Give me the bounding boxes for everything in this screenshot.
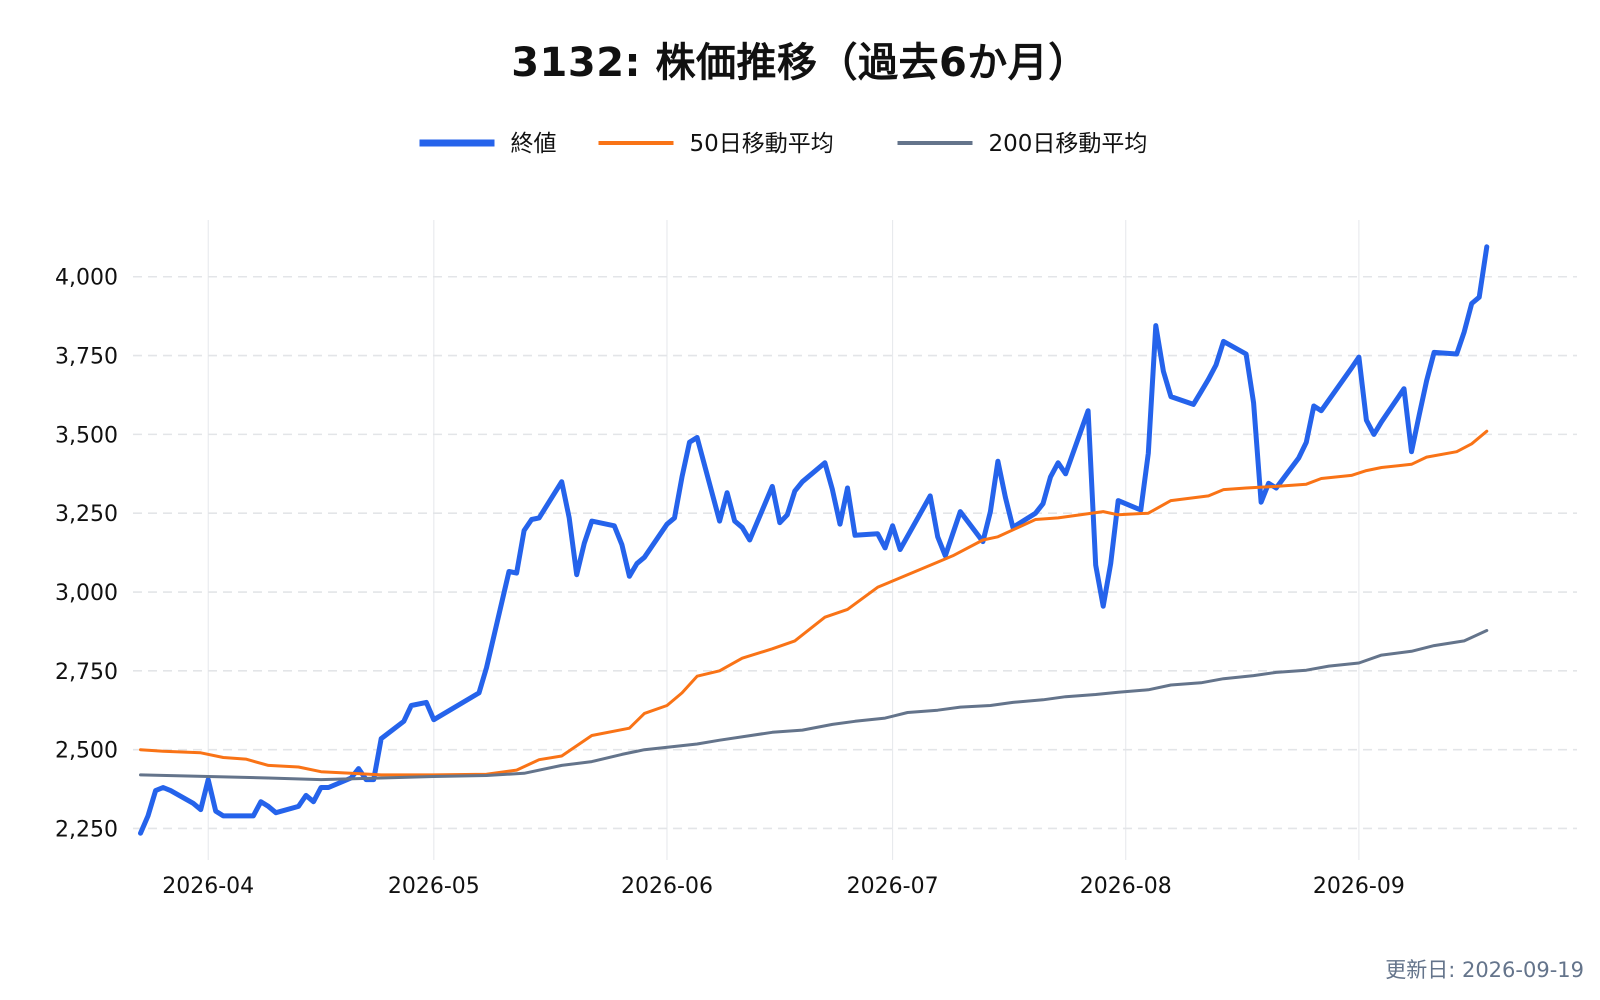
series-line-2 — [139, 629, 1489, 782]
y-tick-label: 4,000 — [55, 266, 118, 291]
x-tick-label: 2026-06 — [621, 874, 713, 899]
y-tick-label: 3,000 — [55, 581, 118, 606]
grid-layer — [133, 220, 1577, 860]
series-line-1 — [139, 429, 1489, 777]
x-tick-label: 2026-05 — [388, 874, 480, 899]
x-tick-label: 2026-08 — [1080, 874, 1172, 899]
legend-label-1: 50日移動平均 — [690, 131, 834, 157]
y-tick-label: 2,250 — [55, 817, 118, 842]
y-tick-label: 3,750 — [55, 345, 118, 370]
chart-title: 3132: 株価推移（過去6か月） — [511, 40, 1089, 86]
y-tick-label: 3,250 — [55, 502, 118, 527]
y-tick-label: 2,500 — [55, 739, 118, 764]
y-tick-label: 3,500 — [55, 423, 118, 448]
legend-label-0: 終値 — [511, 131, 557, 157]
x-tick-label: 2026-04 — [162, 874, 254, 899]
x-tick-label: 2026-07 — [847, 874, 939, 899]
legend-label-2: 200日移動平均 — [989, 131, 1148, 157]
series-line-0 — [138, 244, 1490, 836]
y-tick-label: 2,750 — [55, 660, 118, 685]
x-tick-label: 2026-09 — [1313, 874, 1405, 899]
legend: 終値 50日移動平均 200日移動平均 — [419, 131, 1148, 157]
series-layer — [138, 244, 1490, 836]
update-date: 更新日: 2026-09-19 — [1385, 958, 1584, 982]
axis-layer: 2026-04 2026-05 2026-06 2026-07 2026-08 2026-… — [55, 266, 1405, 899]
